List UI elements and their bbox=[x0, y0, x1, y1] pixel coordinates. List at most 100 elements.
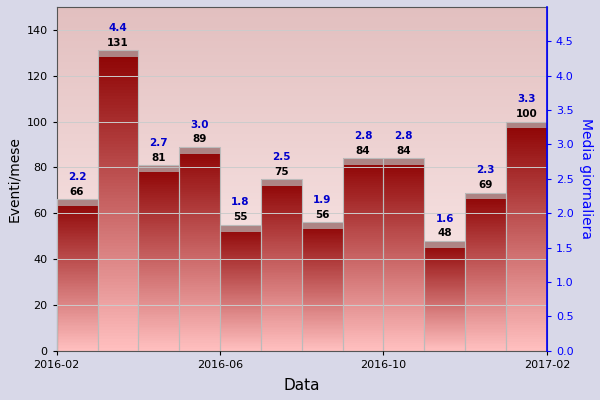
Bar bbox=[506, 229, 547, 232]
Bar bbox=[56, 278, 98, 280]
Bar bbox=[465, 250, 506, 251]
Bar bbox=[56, 323, 547, 327]
Bar bbox=[261, 258, 302, 260]
Bar bbox=[220, 303, 261, 304]
Bar bbox=[98, 156, 139, 158]
Bar bbox=[302, 284, 343, 285]
Bar bbox=[56, 258, 547, 261]
Bar bbox=[220, 296, 261, 298]
Bar bbox=[506, 238, 547, 241]
Bar bbox=[424, 288, 465, 289]
Bar bbox=[343, 214, 383, 216]
Bar bbox=[139, 340, 179, 342]
Bar bbox=[179, 245, 220, 247]
Bar bbox=[383, 339, 424, 341]
Bar bbox=[465, 308, 506, 310]
Bar bbox=[56, 55, 547, 58]
Bar bbox=[261, 241, 302, 242]
Bar bbox=[424, 323, 465, 324]
Bar bbox=[179, 306, 220, 308]
Bar bbox=[179, 179, 220, 182]
Bar bbox=[98, 140, 139, 144]
Bar bbox=[343, 245, 383, 247]
Bar bbox=[139, 232, 179, 234]
Bar bbox=[465, 259, 506, 260]
Bar bbox=[139, 212, 179, 213]
Bar bbox=[179, 238, 220, 240]
Bar bbox=[56, 243, 98, 245]
Bar bbox=[506, 220, 547, 222]
Bar bbox=[179, 304, 220, 306]
Bar bbox=[98, 309, 139, 312]
Bar bbox=[343, 199, 383, 200]
Bar bbox=[343, 222, 383, 224]
Bar bbox=[343, 237, 383, 239]
Bar bbox=[139, 197, 179, 198]
Bar bbox=[506, 296, 547, 298]
Bar bbox=[56, 155, 547, 158]
Bar bbox=[424, 321, 465, 322]
Bar bbox=[465, 318, 506, 319]
Bar bbox=[383, 345, 424, 347]
Bar bbox=[343, 212, 383, 214]
Bar bbox=[56, 228, 98, 230]
Bar bbox=[424, 310, 465, 311]
Bar bbox=[424, 307, 465, 308]
Bar bbox=[56, 310, 547, 313]
Bar bbox=[56, 240, 98, 242]
Bar bbox=[220, 268, 261, 269]
Bar bbox=[179, 324, 220, 326]
Bar bbox=[56, 316, 547, 320]
Bar bbox=[179, 204, 220, 206]
Bar bbox=[302, 234, 343, 235]
Bar bbox=[343, 310, 383, 312]
Bar bbox=[343, 293, 383, 295]
Bar bbox=[56, 295, 98, 296]
Bar bbox=[261, 275, 302, 277]
Bar bbox=[179, 255, 220, 257]
Bar bbox=[98, 324, 139, 327]
Bar bbox=[139, 334, 179, 336]
Bar bbox=[220, 276, 261, 278]
Bar bbox=[506, 181, 547, 184]
Bar bbox=[343, 189, 383, 191]
Bar bbox=[261, 266, 302, 268]
Bar bbox=[506, 122, 547, 124]
Bar bbox=[261, 325, 302, 327]
Bar bbox=[261, 290, 302, 292]
Bar bbox=[343, 326, 383, 328]
Bar bbox=[56, 202, 98, 204]
Bar bbox=[506, 248, 547, 250]
Bar bbox=[220, 316, 261, 317]
Bar bbox=[139, 290, 179, 291]
Bar bbox=[506, 310, 547, 312]
Bar bbox=[343, 301, 383, 302]
Bar bbox=[179, 247, 220, 249]
Bar bbox=[56, 337, 547, 340]
Bar bbox=[220, 350, 261, 351]
Bar bbox=[56, 257, 98, 258]
Bar bbox=[383, 166, 424, 168]
Bar bbox=[343, 260, 383, 262]
Bar bbox=[139, 323, 179, 325]
Bar bbox=[139, 342, 179, 343]
Bar bbox=[56, 251, 547, 254]
Bar bbox=[220, 256, 261, 258]
Bar bbox=[56, 347, 547, 351]
Bar bbox=[56, 124, 547, 127]
Bar bbox=[465, 325, 506, 327]
Bar bbox=[424, 284, 465, 285]
Bar bbox=[98, 116, 139, 120]
Bar bbox=[220, 327, 261, 328]
Bar bbox=[139, 182, 179, 184]
Bar bbox=[343, 172, 383, 174]
Bar bbox=[383, 206, 424, 208]
Bar bbox=[56, 326, 98, 328]
Bar bbox=[261, 278, 302, 280]
Bar bbox=[220, 234, 261, 235]
Bar bbox=[383, 179, 424, 181]
Bar bbox=[261, 179, 302, 186]
Bar bbox=[261, 327, 302, 328]
Bar bbox=[302, 320, 343, 321]
Bar bbox=[56, 165, 547, 168]
